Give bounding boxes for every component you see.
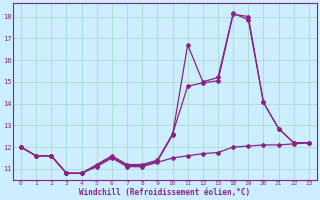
- X-axis label: Windchill (Refroidissement éolien,°C): Windchill (Refroidissement éolien,°C): [79, 188, 251, 197]
